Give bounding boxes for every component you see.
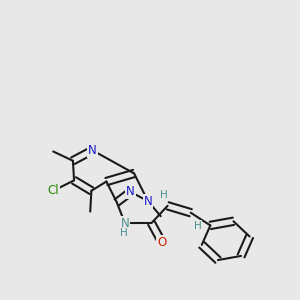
Text: N: N <box>88 144 97 157</box>
Text: Cl: Cl <box>47 184 59 197</box>
Text: N: N <box>144 195 152 208</box>
Text: O: O <box>157 236 167 249</box>
Text: N: N <box>121 217 129 230</box>
Text: H: H <box>194 221 202 231</box>
Text: H: H <box>120 228 128 238</box>
Text: N: N <box>126 185 135 198</box>
Text: H: H <box>160 190 168 200</box>
